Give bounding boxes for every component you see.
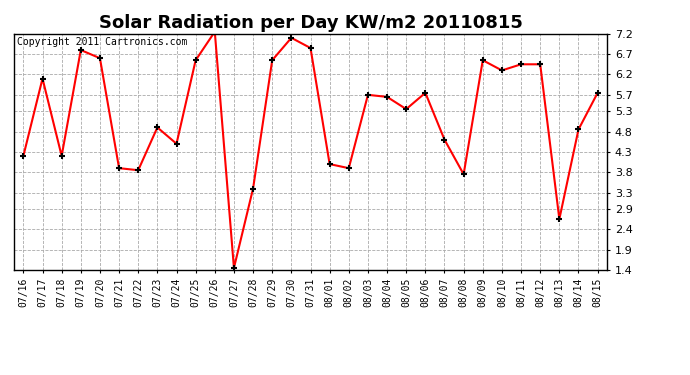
Title: Solar Radiation per Day KW/m2 20110815: Solar Radiation per Day KW/m2 20110815 — [99, 14, 522, 32]
Text: Copyright 2011 Cartronics.com: Copyright 2011 Cartronics.com — [17, 37, 187, 47]
